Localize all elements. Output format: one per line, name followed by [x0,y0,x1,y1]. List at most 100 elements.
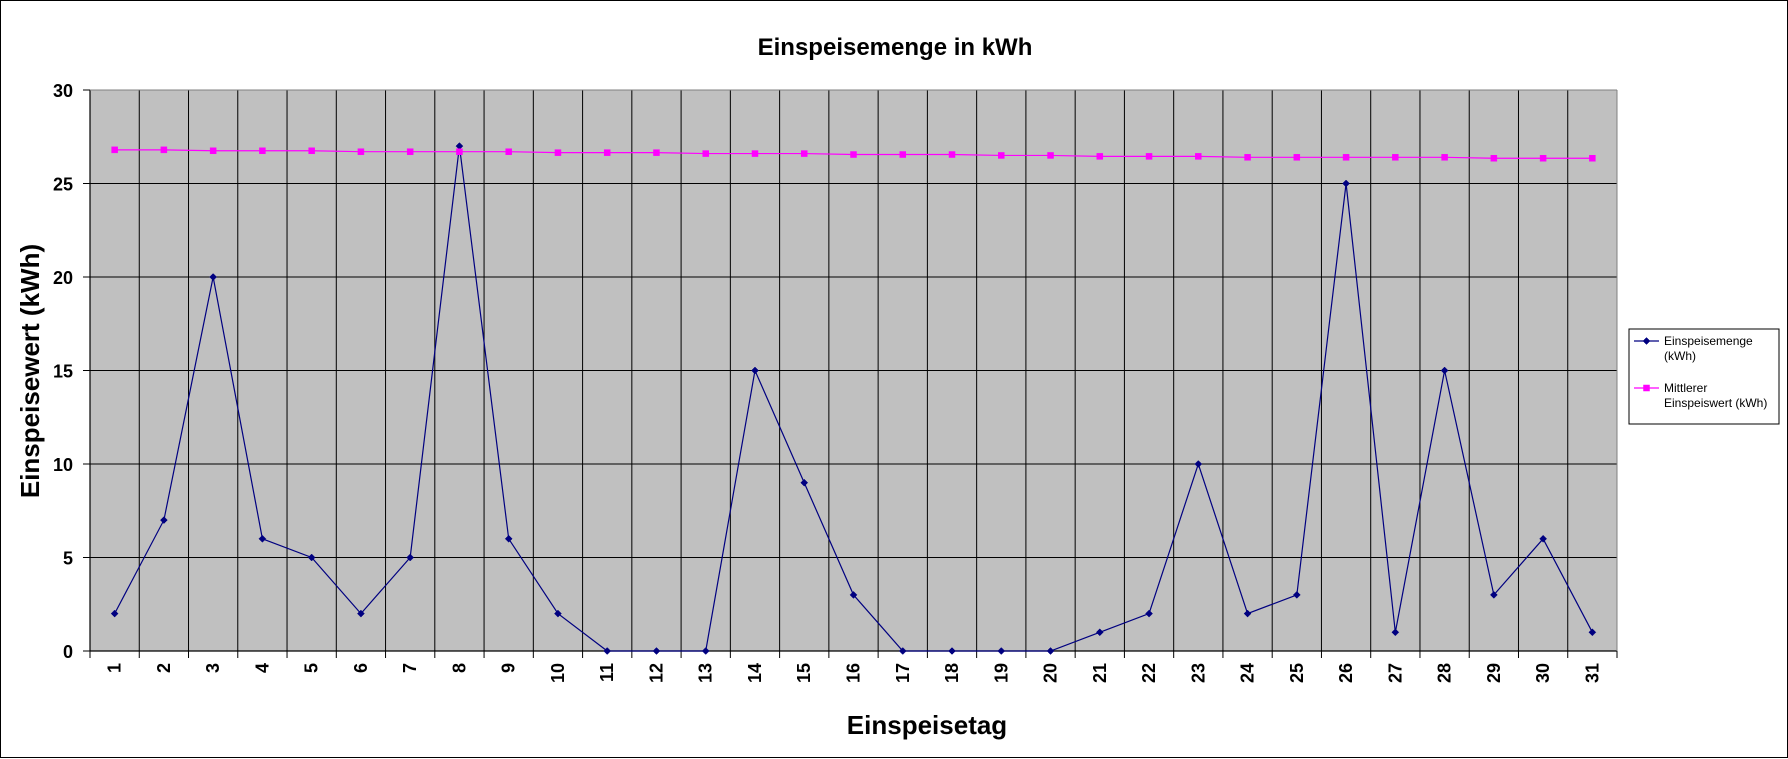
series-1-point [110,609,119,618]
series-1-point [504,534,513,543]
y-tick-label: 30 [53,81,73,101]
x-tick-label: 13 [696,663,716,683]
series-1-point [1342,179,1350,188]
series-2-point [603,149,611,156]
series-2-point [554,149,562,156]
x-tick-label: 10 [548,663,568,683]
series-2-point [209,147,217,155]
series-2-point [308,147,315,155]
x-tick-label: 12 [646,663,666,683]
series-1-point [751,366,759,375]
series-2-point [1589,155,1596,162]
series-1-point [1391,628,1400,637]
legend-swatch-marker [1642,337,1651,345]
gridlines [90,89,1617,651]
x-tick-label: 19 [991,663,1011,683]
series-2-point [850,151,857,158]
series-1-point [1046,647,1055,655]
series-1-point [1539,534,1547,543]
legend-box [1628,328,1780,425]
series-2-point [1145,153,1153,160]
series-1-point [406,553,415,562]
series-2-point [948,151,956,158]
x-tick-label: 5 [302,663,322,673]
series-2-point [111,146,118,154]
legend-entry-line: Einspeisemenge [1664,334,1753,348]
series-1-point [1440,366,1449,375]
x-tick-label: 16 [844,663,864,683]
x-tick-label: 1 [105,663,125,673]
series-2-point [357,148,365,155]
x-tick-label: 20 [1041,663,1061,683]
x-tick-label: 31 [1582,663,1602,683]
series-1-point [849,591,858,599]
series-2-point [505,148,512,155]
y-tick-label: 20 [53,268,73,288]
series-1-point [652,647,661,655]
series-1-point [1292,591,1301,599]
series-1-point [1490,591,1498,599]
legend-entry-line: Einspeiswert (kWh) [1664,396,1767,410]
y-tick-label: 15 [53,362,73,382]
x-tick-label: 3 [203,663,223,673]
y-axis-label: Einspeisewert (kWh) [15,244,45,498]
series-2-point [1293,154,1301,161]
x-tick-label: 23 [1188,663,1208,683]
legend-entry-line: (kWh) [1664,349,1696,363]
x-tick-label: 24 [1238,663,1258,683]
x-tick-label: 22 [1139,663,1159,683]
series-2-point [702,150,709,157]
series-1-point [800,478,809,487]
x-tick-label: 17 [893,663,913,683]
series-1 [110,142,1597,655]
x-tick-label: 18 [942,663,962,683]
x-tick-label: 6 [351,663,371,673]
legend: Einspeisemenge (kWh) Mittlerer Einspeiswert… [1628,328,1780,425]
x-tick-label: 30 [1533,663,1553,683]
series-1-point [948,647,956,655]
y-tick-label: 5 [63,549,73,569]
series-1-point [357,609,365,618]
series-1-point [1145,609,1153,618]
x-tick-label: 25 [1287,663,1307,683]
x-tick-label: 27 [1385,663,1405,683]
series-1-point [603,647,612,655]
y-tick-label: 25 [53,175,73,195]
legend-swatch-marker [1643,384,1650,392]
series-2-point [1392,154,1399,161]
series-2 [111,146,1596,162]
legend-entry-line: Mittlerer [1664,381,1707,395]
x-tick-label: 14 [745,663,765,683]
series-1-point [997,647,1006,655]
series-1-point [258,534,267,543]
series-2-point [1490,155,1498,162]
series-1-point [898,647,907,655]
y-tick-label: 0 [63,642,73,662]
series-2-point [653,149,660,156]
series-1-point [1243,609,1252,618]
chart-title: Einspeisemenge in kWh [758,34,1033,61]
x-tick-label: 4 [252,663,272,673]
series-2-point [899,151,907,158]
series-1-point [1588,628,1597,637]
series-2-point [259,147,266,155]
series-2-point [1096,153,1104,160]
series-1-point [701,647,710,655]
series-2-point [160,146,168,154]
series-1-point [160,516,168,524]
x-tick-label: 9 [499,663,519,673]
series-2-point [1441,154,1448,161]
series-1-point [307,553,316,562]
x-tick-label: 15 [794,663,814,683]
series-2-point [456,148,463,155]
legend-entry-1: Einspeisemenge (kWh) [1664,334,1753,363]
x-tick-label: 21 [1090,663,1110,683]
series-1-point [554,609,562,618]
x-tick-label: 7 [400,663,420,673]
series-1-point [1194,460,1203,468]
series-2-point [751,150,759,157]
series [110,142,1597,655]
series-2-point [1195,153,1202,160]
